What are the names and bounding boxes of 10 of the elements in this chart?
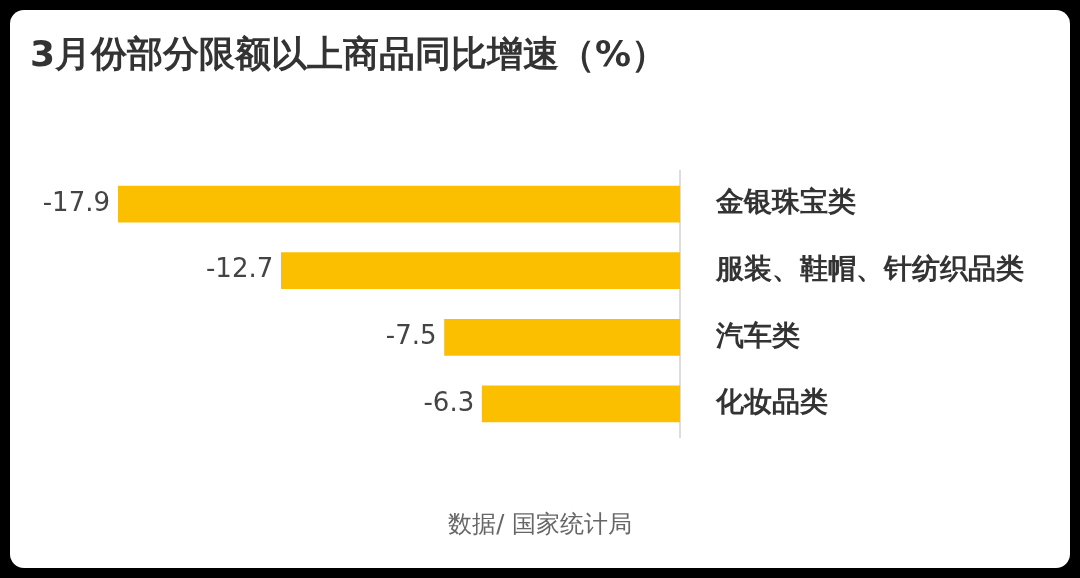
data-label: -6.3: [423, 386, 475, 417]
y-tick-label: 汽车类: [715, 318, 800, 352]
data-label: -7.5: [385, 320, 437, 351]
data-label: -17.9: [42, 186, 110, 217]
y-tick-label: 化妆品类: [715, 385, 828, 419]
data-label: -12.7: [205, 253, 274, 284]
text: 数据/ 国家统计局: [447, 509, 633, 540]
chart-title: 3月份部分限额以上商品同比增速（%）: [30, 32, 668, 76]
y-tick-label: 金银珠宝类: [715, 185, 856, 219]
y-tick-label: 服装、鞋帽、针纺织品类: [715, 251, 1024, 285]
